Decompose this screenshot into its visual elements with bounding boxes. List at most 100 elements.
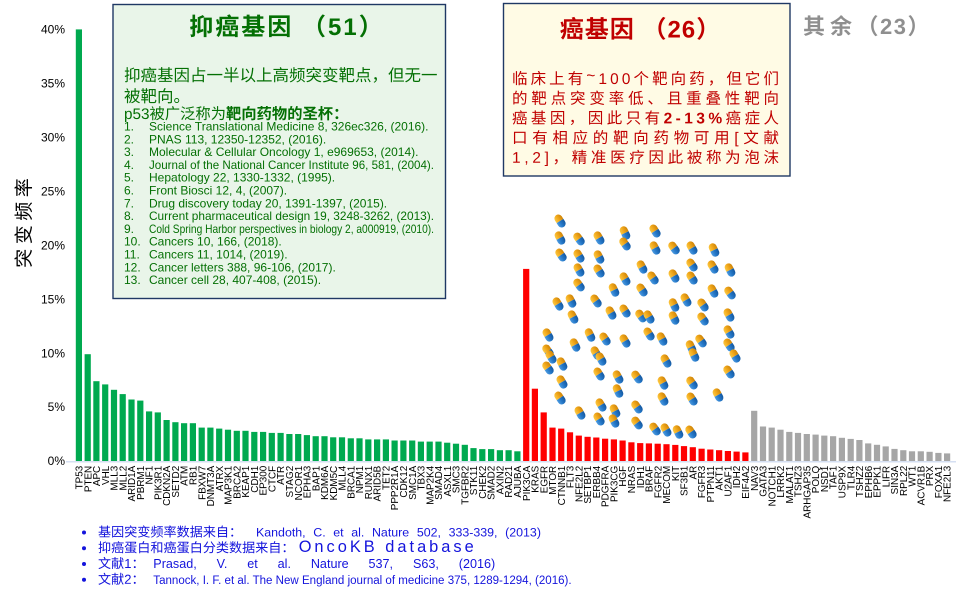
svg-text:ATM: ATM bbox=[180, 466, 191, 486]
svg-text:13.: 13. bbox=[124, 273, 141, 287]
svg-text:CHEK2: CHEK2 bbox=[478, 466, 489, 499]
svg-text:SETD2: SETD2 bbox=[171, 466, 182, 498]
svg-text:Science Translational Medicine: Science Translational Medicine 8, 326ec3… bbox=[149, 120, 429, 134]
svg-text:CTNNB1: CTNNB1 bbox=[557, 465, 568, 505]
svg-text:RPL22: RPL22 bbox=[899, 466, 910, 496]
svg-text:ARID5B: ARID5B bbox=[373, 465, 384, 501]
svg-text:RB1: RB1 bbox=[189, 465, 200, 485]
svg-text:STAG2: STAG2 bbox=[285, 466, 296, 498]
svg-text:10%: 10% bbox=[41, 346, 65, 360]
svg-text:MLL3: MLL3 bbox=[110, 465, 121, 490]
svg-text:Front Biosci 12, 4, (2007).: Front Biosci 12, 4, (2007). bbox=[149, 184, 287, 198]
svg-text:ARID1A: ARID1A bbox=[127, 465, 138, 501]
svg-text:HGF: HGF bbox=[618, 466, 629, 487]
svg-text:NCOR1: NCOR1 bbox=[294, 465, 305, 500]
svg-text:Hepatology 22, 1330-1332, (199: Hepatology 22, 1330-1332, (1995). bbox=[149, 171, 335, 185]
svg-text:STK11: STK11 bbox=[469, 465, 480, 495]
svg-text:Cancers 11, 1014, (2019).: Cancers 11, 1014, (2019). bbox=[149, 248, 288, 262]
svg-text:NFE2L2: NFE2L2 bbox=[574, 466, 585, 502]
svg-text:GATA3: GATA3 bbox=[759, 465, 770, 496]
svg-text:PTEN: PTEN bbox=[83, 466, 94, 492]
svg-text:FGFR2: FGFR2 bbox=[653, 466, 664, 498]
svg-text:CTCF: CTCF bbox=[267, 466, 278, 492]
svg-text:ASXL1: ASXL1 bbox=[443, 465, 454, 496]
svg-text:25%: 25% bbox=[41, 184, 65, 198]
svg-text:Molecular & Cellular Oncology: Molecular & Cellular Oncology 1, e969653… bbox=[149, 145, 418, 159]
svg-text:DNMT3A: DNMT3A bbox=[206, 465, 217, 506]
svg-text:SMC3: SMC3 bbox=[452, 465, 463, 493]
svg-text:TSHZ2: TSHZ2 bbox=[855, 466, 866, 497]
svg-text:SF3B1: SF3B1 bbox=[680, 465, 691, 496]
svg-text:ERBB4: ERBB4 bbox=[592, 465, 603, 498]
svg-text:PRX: PRX bbox=[925, 465, 936, 486]
svg-text:KRAS: KRAS bbox=[531, 465, 542, 492]
svg-text:Cancers 10, 166, (2018).: Cancers 10, 166, (2018). bbox=[149, 235, 282, 249]
svg-text:9.: 9. bbox=[124, 222, 134, 236]
svg-text:BAP1: BAP1 bbox=[311, 465, 322, 491]
svg-text:Tannock, I. F. et al. The New: Tannock, I. F. et al. The New England jo… bbox=[153, 575, 571, 587]
svg-text:SETBP1: SETBP1 bbox=[583, 465, 594, 503]
svg-text:AKT1: AKT1 bbox=[715, 465, 726, 490]
svg-text:3.: 3. bbox=[124, 145, 134, 159]
svg-text:ARHGAP35: ARHGAP35 bbox=[802, 465, 813, 518]
svg-text:10.: 10. bbox=[124, 235, 141, 249]
svg-text:EPPK1: EPPK1 bbox=[873, 465, 884, 497]
svg-text:20%: 20% bbox=[41, 238, 65, 252]
svg-text:8.: 8. bbox=[124, 209, 134, 223]
svg-text:PDGFRA: PDGFRA bbox=[601, 465, 612, 507]
svg-text:Prasad, V. et al. Nature 537,: Prasad, V. et al. Nature 537, S63, (2016… bbox=[153, 557, 495, 571]
svg-text:EIF4A2: EIF4A2 bbox=[741, 466, 752, 499]
svg-text:2.: 2. bbox=[124, 132, 134, 146]
svg-text:SMAD4: SMAD4 bbox=[434, 465, 445, 500]
svg-text:12.: 12. bbox=[124, 260, 141, 274]
svg-text:KDM6A: KDM6A bbox=[320, 465, 331, 499]
svg-text:MAP3K1: MAP3K1 bbox=[224, 465, 235, 504]
svg-text:WT1: WT1 bbox=[908, 465, 919, 486]
svg-text:RUNX1: RUNX1 bbox=[364, 465, 375, 499]
svg-text:CDH1: CDH1 bbox=[250, 465, 261, 492]
svg-text:USP9X: USP9X bbox=[838, 465, 849, 498]
svg-text:CDKN2A: CDKN2A bbox=[162, 465, 173, 505]
svg-text:Cancer letters 388, 96-106, (2: Cancer letters 388, 96-106, (2017). bbox=[149, 260, 336, 274]
svg-text:FBXW7: FBXW7 bbox=[197, 466, 208, 500]
svg-text:FGFR3: FGFR3 bbox=[697, 465, 708, 498]
svg-text:PIK3CG: PIK3CG bbox=[610, 466, 621, 502]
svg-text:TAF1: TAF1 bbox=[829, 465, 840, 489]
svg-text:APC: APC bbox=[92, 466, 103, 486]
svg-text:BRAF: BRAF bbox=[645, 466, 656, 492]
svg-text:TP53: TP53 bbox=[75, 465, 86, 489]
svg-text:15%: 15% bbox=[41, 292, 65, 306]
svg-text:MLL2: MLL2 bbox=[118, 466, 129, 491]
svg-text:ATR: ATR bbox=[276, 466, 287, 485]
svg-text:5.: 5. bbox=[124, 171, 134, 185]
svg-text:EPHB6: EPHB6 bbox=[864, 465, 875, 498]
svg-text:PBRM1: PBRM1 bbox=[136, 465, 147, 500]
svg-text:PIK3R1: PIK3R1 bbox=[153, 465, 164, 500]
svg-text:KEAP1: KEAP1 bbox=[241, 465, 252, 497]
svg-text:AR: AR bbox=[688, 466, 699, 480]
svg-text:Cold Spring Harbor perspective: Cold Spring Harbor perspectives in biolo… bbox=[149, 222, 434, 236]
svg-text:Cancer cell 28, 407-408, (2015: Cancer cell 28, 407-408, (2015). bbox=[149, 273, 321, 287]
svg-text:LIFR: LIFR bbox=[881, 466, 892, 487]
svg-text:PPP2R1A: PPP2R1A bbox=[390, 465, 401, 510]
svg-text:11.: 11. bbox=[124, 248, 140, 262]
svg-text:0%: 0% bbox=[48, 454, 66, 468]
svg-text:KDM5C: KDM5C bbox=[329, 466, 340, 501]
svg-text:Current pharmaceutical design: Current pharmaceutical design 19, 3248-3… bbox=[149, 209, 434, 223]
svg-text:AXIN2: AXIN2 bbox=[496, 466, 507, 495]
svg-text:MECOM: MECOM bbox=[662, 466, 673, 504]
svg-text:NOTCH1: NOTCH1 bbox=[767, 465, 778, 506]
svg-text:NAV3: NAV3 bbox=[750, 465, 761, 491]
svg-text:BRCA1: BRCA1 bbox=[346, 465, 357, 498]
svg-text:SIN3A: SIN3A bbox=[890, 465, 901, 494]
svg-text:MALAT1: MALAT1 bbox=[785, 465, 796, 503]
svg-text:PIK3CA: PIK3CA bbox=[522, 465, 533, 501]
svg-text:U2AF1: U2AF1 bbox=[724, 465, 735, 496]
svg-text:KIT: KIT bbox=[671, 466, 682, 481]
svg-text:RAD21: RAD21 bbox=[504, 465, 515, 497]
svg-text:ACVR1B: ACVR1B bbox=[916, 465, 927, 505]
svg-text:FLT3: FLT3 bbox=[566, 465, 577, 488]
svg-text:TSHZ3: TSHZ3 bbox=[794, 465, 805, 497]
svg-text:POLQ: POLQ bbox=[811, 465, 822, 493]
svg-text:PNAS 113, 12350-12352, (2016).: PNAS 113, 12350-12352, (2016). bbox=[149, 132, 326, 146]
